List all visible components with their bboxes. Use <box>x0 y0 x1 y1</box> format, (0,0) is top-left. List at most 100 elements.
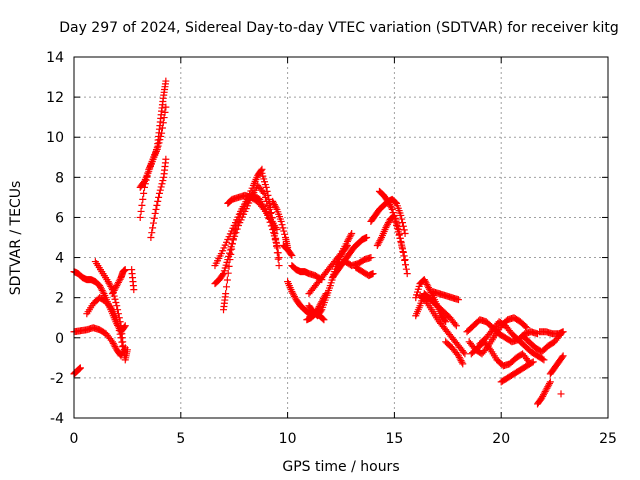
data-point <box>375 238 383 246</box>
data-point <box>399 248 407 256</box>
y-tick-label: 4 <box>55 251 64 267</box>
data-point <box>111 295 119 303</box>
data-point <box>391 198 399 206</box>
series-arc-ap <box>546 352 567 378</box>
data-point <box>461 350 469 358</box>
data-point <box>396 230 404 238</box>
series-arc-ae <box>416 292 469 358</box>
data-point <box>422 279 430 287</box>
data-point <box>104 278 112 286</box>
data-point <box>529 358 537 366</box>
series-arc-h <box>136 77 170 221</box>
data-point <box>485 344 493 352</box>
data-point <box>559 328 567 336</box>
data-point <box>107 282 115 290</box>
data-point <box>345 234 353 242</box>
data-point <box>158 180 166 188</box>
axis-ticks <box>73 56 609 419</box>
data-point <box>456 355 464 363</box>
data-point <box>290 292 298 300</box>
data-point <box>385 199 393 207</box>
data-point <box>402 265 410 273</box>
series-arc-s <box>288 262 326 284</box>
data-point <box>161 108 169 116</box>
data-point <box>159 177 167 185</box>
data-point <box>107 304 115 312</box>
data-point <box>115 314 123 322</box>
data-point <box>157 132 165 140</box>
data-point <box>400 252 408 260</box>
data-point <box>522 323 530 331</box>
data-point <box>274 255 282 263</box>
data-point <box>392 199 400 207</box>
data-point <box>275 262 283 270</box>
data-point <box>398 215 406 223</box>
data-point <box>397 239 405 247</box>
data-point <box>540 389 548 397</box>
x-tick-label: 15 <box>385 431 403 447</box>
data-point <box>363 234 371 241</box>
series-arc-f <box>70 364 84 378</box>
y-tick-label: 0 <box>55 331 64 347</box>
series-arc-aj <box>467 338 533 370</box>
series-arc-i <box>136 103 170 191</box>
data-point <box>234 217 242 225</box>
data-point <box>112 298 120 306</box>
chart-title: Day 297 of 2024, Sidereal Day-to-day VTE… <box>59 20 619 36</box>
series-arc-o <box>258 169 283 270</box>
data-point <box>279 224 287 232</box>
series-arc-ad <box>412 290 460 330</box>
data-point <box>320 316 328 324</box>
data-point <box>229 235 237 243</box>
data-point <box>557 390 565 398</box>
data-point <box>227 250 235 258</box>
data-point <box>111 343 119 351</box>
y-tick-label: -2 <box>50 371 64 387</box>
data-point <box>114 306 122 314</box>
x-tick-label: 5 <box>176 431 185 447</box>
data-point <box>114 278 122 286</box>
x-tick-labels: 0 5 10 15 20 25 <box>70 431 617 447</box>
data-point <box>367 254 375 262</box>
x-tick-label: 10 <box>279 431 297 447</box>
data-point <box>384 197 392 205</box>
series-arc-ag <box>442 338 467 368</box>
data-point <box>119 342 127 350</box>
data-point <box>383 222 391 230</box>
data-point <box>231 225 239 233</box>
data-point <box>542 386 550 394</box>
series-arc-aq <box>557 390 565 398</box>
y-tick-label: 8 <box>55 170 64 186</box>
data-point <box>395 225 403 233</box>
data-point <box>336 251 344 259</box>
data-point <box>288 288 296 296</box>
data-point <box>223 283 231 291</box>
data-point <box>223 276 231 284</box>
series-arc-y <box>352 264 377 280</box>
data-point <box>140 179 148 187</box>
data-point <box>278 221 286 229</box>
data-point <box>150 214 158 222</box>
data-point <box>156 136 164 144</box>
data-point <box>387 204 395 212</box>
series-arc-af <box>429 288 462 304</box>
data-point <box>96 282 104 290</box>
data-point <box>264 191 272 199</box>
data-point <box>402 261 410 269</box>
data-point <box>225 262 233 270</box>
y-axis-label: SDTVAR / TECUs <box>8 181 24 296</box>
data-point <box>382 223 390 231</box>
data-point <box>289 289 297 297</box>
data-point <box>369 270 377 278</box>
data-point <box>262 183 270 191</box>
data-point <box>111 285 119 293</box>
data-point <box>151 209 159 217</box>
data-point <box>269 219 277 227</box>
data-point <box>162 155 170 163</box>
data-point <box>138 201 146 209</box>
data-point <box>441 317 449 325</box>
data-point <box>148 229 156 237</box>
data-point <box>544 383 552 391</box>
data-point <box>155 193 163 201</box>
data-point <box>388 205 396 213</box>
